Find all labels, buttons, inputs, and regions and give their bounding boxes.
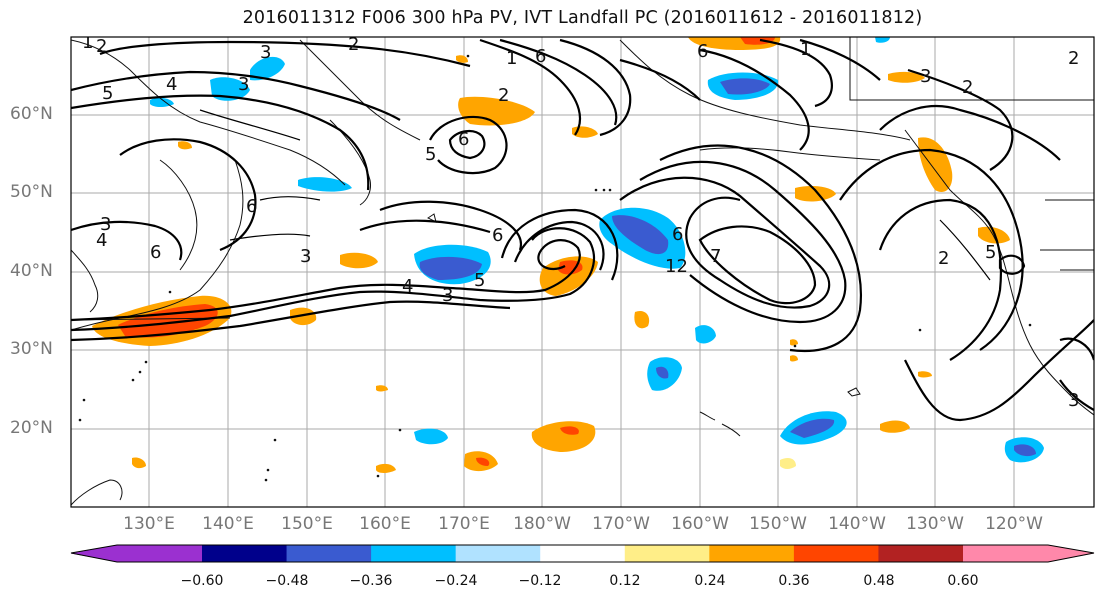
contour-label: 5: [985, 242, 996, 263]
colorbar-tick-label: 0.36: [778, 573, 810, 589]
anomaly-positive: [634, 310, 650, 329]
lat-label: 40°N: [10, 261, 53, 281]
anomaly-positive: [795, 186, 836, 202]
contour-label: 12: [665, 256, 688, 277]
anomaly-positive: [790, 355, 798, 362]
colorbar-tick-label: −0.12: [518, 573, 562, 589]
anomaly-positive: [290, 307, 317, 326]
contour-label: 3: [260, 42, 271, 63]
anomaly-positive: [376, 385, 388, 392]
contour-label: 3: [238, 74, 249, 95]
lon-label: 130°E: [123, 514, 175, 534]
anomaly-positive: [531, 421, 596, 452]
anomaly-negative: [612, 215, 669, 255]
contour-label: 6: [246, 196, 257, 217]
anomaly-positive: [178, 141, 192, 150]
contour-label: 4: [402, 276, 413, 297]
island-dots: [78, 54, 1032, 482]
contour-label: 2: [96, 36, 107, 57]
anomaly-positive: [558, 260, 583, 275]
anomaly-positive: [376, 463, 396, 473]
contour-label: 2: [348, 34, 359, 55]
anomaly-positive: [132, 457, 146, 469]
anomaly-positive: [340, 252, 378, 269]
anomaly-positive: [740, 37, 775, 45]
contour-label: 4: [166, 74, 177, 95]
anomaly-negative: [419, 256, 482, 280]
anomaly-positive: [780, 458, 796, 469]
contour-label: 2: [962, 77, 973, 98]
contour-label: 3: [442, 285, 453, 306]
contour-label: 6: [458, 129, 469, 150]
contour-label: 6: [492, 225, 503, 246]
colorbar-tick-label: −0.36: [349, 573, 393, 589]
ivt-contours: [71, 38, 1094, 422]
contour-label: 6: [697, 41, 708, 62]
contour-label: 3: [1068, 390, 1079, 411]
contour-label: 2: [1068, 48, 1079, 69]
anomaly-positive: [790, 339, 798, 346]
contour-label: 6: [150, 242, 161, 263]
lon-label: 120°W: [985, 514, 1043, 534]
lat-label: 30°N: [10, 339, 53, 359]
contour-label: 2: [498, 85, 509, 106]
contour-label: 1: [800, 39, 811, 60]
contour-label: 7: [710, 246, 721, 267]
lon-label: 170°W: [592, 514, 650, 534]
anomaly-positive: [476, 457, 490, 466]
anomaly-negative: [250, 56, 285, 81]
map-frame: [70, 36, 1095, 508]
anomaly-negative: [695, 325, 716, 344]
colorbar-tick-label: −0.24: [434, 573, 478, 589]
contour-label: 5: [102, 83, 113, 104]
colorbar-tick-label: −0.60: [180, 573, 224, 589]
lat-label: 60°N: [10, 104, 53, 124]
anomaly-positive: [456, 55, 468, 63]
anomaly-negative: [790, 418, 835, 438]
anomaly-positive: [458, 96, 535, 126]
lat-label: 20°N: [10, 418, 53, 438]
ivt-thin-contours: [199, 109, 991, 281]
anomaly-negative: [298, 177, 352, 192]
anomaly-negative: [875, 37, 890, 43]
anomaly-negative: [656, 366, 669, 379]
contour-label: 5: [474, 270, 485, 291]
contour-label: 5: [425, 144, 436, 165]
lon-label: 150°E: [281, 514, 333, 534]
anomaly-negative: [1014, 444, 1036, 457]
contour-label: 6: [672, 224, 683, 245]
anomaly-negative: [720, 78, 770, 95]
lon-label: 140°W: [828, 514, 886, 534]
plot-title: 2016011312 F006 300 hPa PV, IVT Landfall…: [242, 8, 923, 28]
contour-label: 2: [938, 248, 949, 269]
lon-label: 180°W: [513, 514, 571, 534]
anomaly-positive: [918, 371, 932, 378]
colorbar-tick-label: −0.48: [265, 573, 309, 589]
contour-label: 3: [920, 66, 931, 87]
colorbar-tick-label: 0.24: [694, 573, 726, 589]
lon-label: 150°W: [749, 514, 807, 534]
lon-label: 130°W: [906, 514, 964, 534]
contour-label: 6: [535, 46, 546, 67]
lon-label: 140°E: [202, 514, 254, 534]
contour-label: 3: [300, 246, 311, 267]
contour-labels: 2 1 5 4 3 3 2 6 1 6 2 1 3 2 6 6 6 5 3 3 …: [82, 32, 1079, 411]
contour-label: 3: [100, 214, 111, 235]
contour-label: 1: [506, 48, 517, 69]
anomaly-negative: [414, 428, 448, 445]
colorbar-tick-label: 0.60: [947, 573, 979, 589]
anomaly-positive: [880, 420, 910, 433]
lon-label: 170°E: [438, 514, 490, 534]
colorbar-tick-label: 0.48: [863, 573, 895, 589]
anomaly-positive: [888, 71, 925, 83]
lon-label: 160°E: [359, 514, 411, 534]
contour-label: 4: [96, 230, 107, 251]
anomaly-positive: [560, 426, 579, 435]
lat-label: 50°N: [10, 182, 53, 202]
lon-label: 160°W: [671, 514, 729, 534]
colorbar-tick-label: 0.12: [609, 573, 641, 589]
contour-label: 1: [82, 32, 93, 53]
